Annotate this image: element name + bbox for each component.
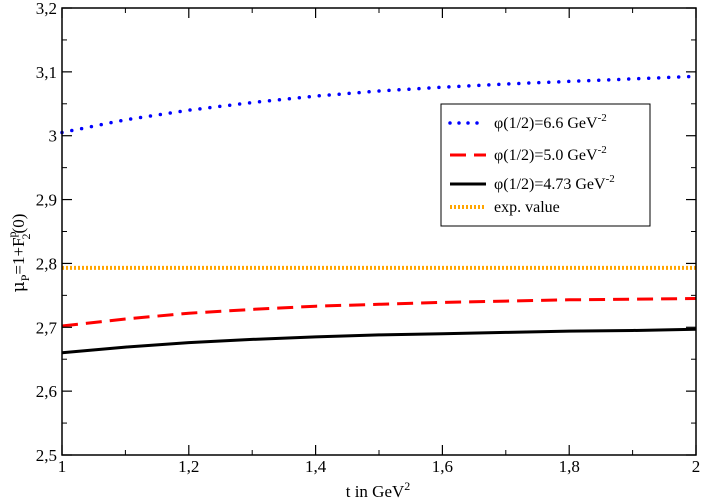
axis-ticks [61, 7, 697, 456]
x-tick-label: 1,8 [559, 457, 580, 476]
y-axis-label: μP=1+Fp2(0) [5, 214, 33, 293]
y-tick-label: 3,1 [36, 63, 57, 82]
x-tick-label: 2 [692, 457, 701, 476]
y-tick-labels: 2,5 2,6 2,7 2,8 2,9 3 3,1 3,2 [36, 0, 58, 465]
series-line-dashed [61, 297, 697, 328]
x-tick-label: 1,2 [178, 457, 199, 476]
legend-label: φ(1/2)=4.73 GeV-2 [494, 173, 615, 193]
y-tick-label: 2,8 [36, 254, 57, 273]
y-tick-label: 3,2 [36, 0, 57, 18]
x-tick-label: 1 [58, 457, 67, 476]
y-tick-label: 3 [49, 127, 58, 146]
x-axis-label: t in GeV2 [346, 479, 411, 501]
x-tick-labels: 1 1,2 1,4 1,6 1,8 2 [58, 457, 701, 476]
y-tick-label: 2,7 [36, 318, 58, 337]
legend-label: φ(1/2)=5.0 GeV-2 [494, 144, 607, 164]
legend-label: φ(1/2)=6.6 GeV-2 [494, 112, 607, 132]
x-tick-label: 1,4 [305, 457, 327, 476]
series-line-dotted [60, 74, 698, 135]
series-line-solid [61, 327, 697, 355]
y-tick-label: 2,9 [36, 191, 57, 210]
y-tick-label: 2,5 [36, 446, 57, 465]
legend-label: exp. value [494, 199, 560, 216]
plot-area [60, 74, 698, 355]
legend: φ(1/2)=6.6 GeV-2 φ(1/2)=5.0 GeV-2 φ(1/2)=4… [440, 103, 651, 227]
y-tick-label: 2,6 [36, 382, 57, 401]
x-tick-label: 1,6 [432, 457, 453, 476]
